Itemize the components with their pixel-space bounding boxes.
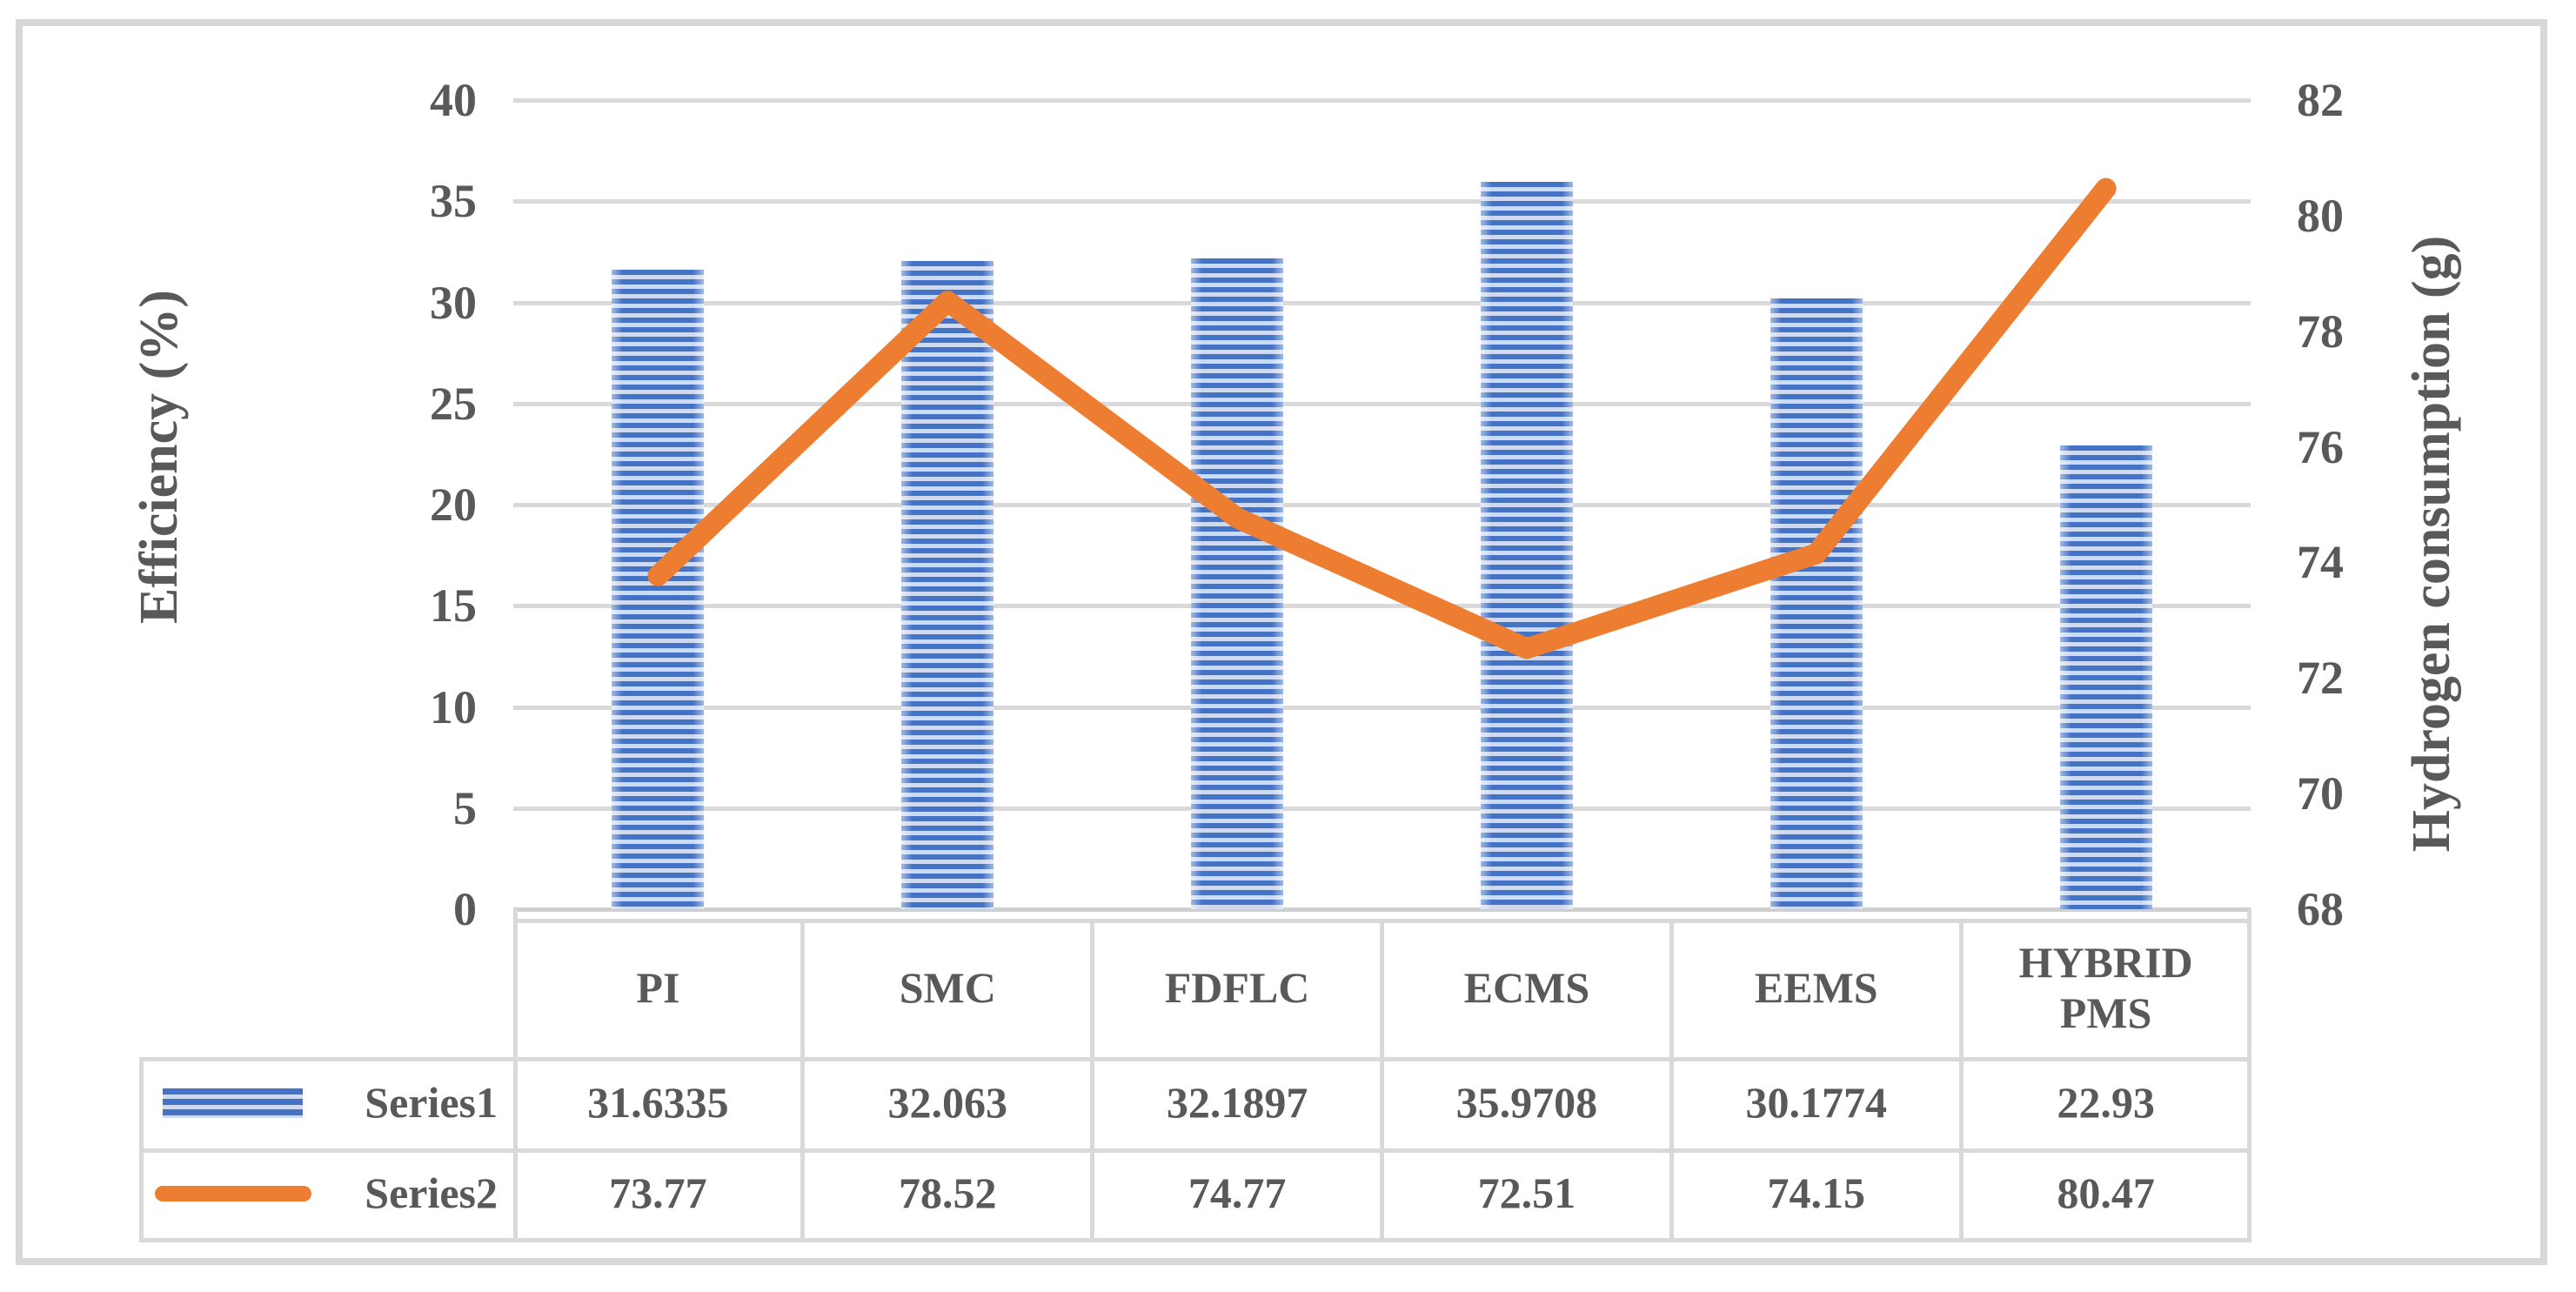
category-header-cell: EEMS: [1671, 919, 1961, 1057]
bar-ecms: [1480, 181, 1573, 909]
table-legend-left-border: [139, 1057, 144, 1242]
left-axis-tick-label: 40: [430, 74, 477, 126]
gridline: [513, 806, 2251, 811]
category-header-cell: ECMS: [1382, 919, 1672, 1057]
table-column-border: [1958, 919, 1964, 1238]
chart-outer-border: [16, 19, 2547, 1265]
gridline: [513, 199, 2251, 204]
left-axis-tick-label: 20: [430, 479, 477, 531]
gridline: [513, 98, 2251, 103]
bar-hybrid-pms: [2059, 445, 2152, 909]
category-header-cell: SMC: [803, 919, 1093, 1057]
category-header-cell: HYBRID PMS: [1961, 919, 2251, 1057]
gridline: [513, 503, 2251, 507]
left-axis-tick-label: 0: [453, 883, 477, 935]
bar-pi: [612, 269, 705, 909]
legend-label-series1: Series1: [365, 1077, 498, 1127]
table-column-border: [1090, 919, 1095, 1238]
left-axis-title: Efficiency (%): [124, 196, 194, 718]
right-axis-tick-label: 70: [2297, 767, 2344, 820]
right-axis-tick-label: 80: [2297, 189, 2344, 242]
line-series2: [647, 177, 2117, 659]
legend-swatch-series1: [163, 1088, 303, 1118]
left-axis-title-text: Efficiency (%): [130, 290, 189, 624]
right-axis-tick-label: 78: [2297, 305, 2344, 358]
left-axis-tick-label: 10: [430, 680, 477, 733]
x-axis-line: [513, 907, 2251, 912]
table-value-cell-series2: 73.77: [609, 1168, 707, 1217]
right-axis-tick-label: 76: [2297, 420, 2344, 473]
left-axis-tick-label: 5: [453, 781, 477, 834]
table-value-cell-series1: 22.93: [2057, 1077, 2155, 1127]
gridline: [513, 604, 2251, 609]
category-header-text: FDFLC: [1164, 962, 1310, 1012]
legend-label-series2: Series2: [365, 1168, 498, 1217]
left-axis-tick-label: 15: [430, 579, 477, 633]
table-value-cell-series1: 35.9708: [1455, 1077, 1598, 1127]
left-axis-tick-label: 30: [430, 276, 477, 329]
category-header-text: ECMS: [1463, 962, 1590, 1012]
table-value-cell-series2: 72.51: [1477, 1168, 1576, 1217]
table-value-cell-series1: 30.1774: [1745, 1077, 1887, 1127]
table-value-cell-series2: 78.52: [898, 1168, 997, 1217]
right-axis-title-text: Hydrogen consumption (g): [2402, 235, 2461, 853]
category-header-text: HYBRID PMS: [2018, 938, 2193, 1037]
category-header-cell: PI: [513, 919, 803, 1057]
table-value-cell-series2: 74.15: [1767, 1168, 1865, 1217]
table-value-cell-series1: 32.063: [887, 1077, 1007, 1127]
table-row-border: [139, 1148, 2251, 1153]
table-column-border: [1669, 919, 1674, 1238]
bar-eems: [1770, 298, 1863, 909]
table-value-cell-series1: 31.6335: [587, 1077, 729, 1127]
category-header-cell: FDFLC: [1093, 919, 1382, 1057]
category-header-text: SMC: [899, 962, 996, 1012]
left-axis-tick-label: 35: [430, 175, 477, 228]
table-right-border: [2247, 909, 2251, 1242]
left-axis-tick-label: 25: [430, 377, 477, 430]
category-header-text: PI: [636, 962, 680, 1012]
legend-swatch-series2: [155, 1185, 311, 1202]
right-axis-tick-label: 68: [2297, 883, 2344, 935]
right-axis-title: Hydrogen consumption (g): [2397, 152, 2466, 935]
bar-smc: [901, 260, 994, 909]
table-column-border: [1380, 919, 1384, 1238]
gridline: [513, 705, 2251, 710]
gridline: [513, 401, 2251, 406]
table-value-cell-series2: 80.47: [2057, 1168, 2155, 1217]
category-header-text: EEMS: [1754, 962, 1878, 1012]
right-axis-tick-label: 82: [2297, 74, 2344, 126]
table-row-border: [139, 1057, 2251, 1061]
table-left-border: [513, 909, 518, 1242]
bar-fdflc: [1191, 258, 1284, 909]
table-bottom-border: [139, 1238, 2251, 1242]
table-value-cell-series2: 74.77: [1188, 1168, 1287, 1217]
table-column-border: [800, 919, 806, 1238]
table-value-cell-series1: 32.1897: [1166, 1077, 1308, 1127]
gridline: [513, 300, 2251, 305]
right-axis-tick-label: 72: [2297, 652, 2344, 705]
right-axis-tick-label: 74: [2297, 536, 2344, 589]
